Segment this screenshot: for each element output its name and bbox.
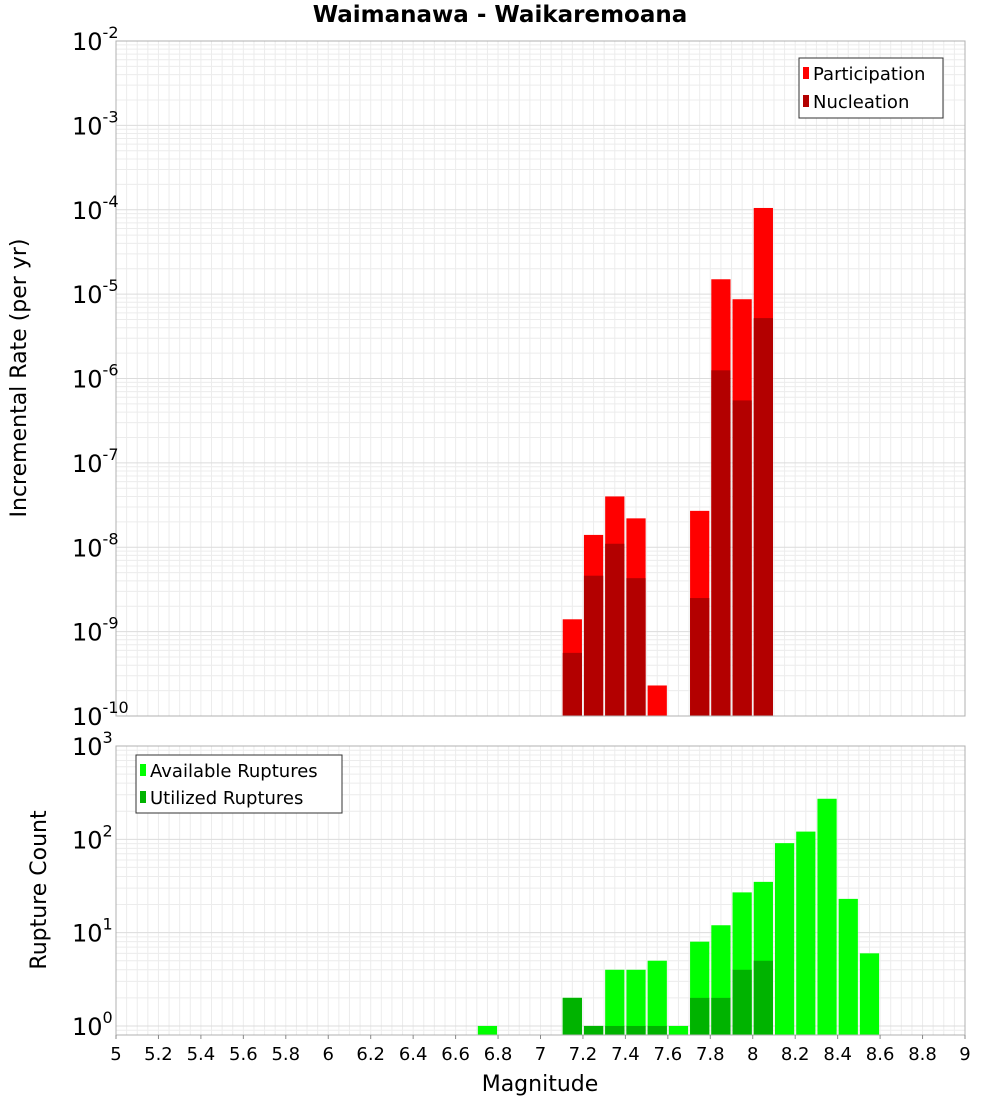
bar-available-ruptures — [774, 843, 795, 1035]
x-tick-label: 7.6 — [654, 1044, 683, 1065]
bar-available-ruptures — [626, 969, 646, 1035]
x-tick-label: 5.6 — [229, 1044, 258, 1065]
legend-label-participation: Participation — [813, 64, 925, 85]
bar-utilized-ruptures — [690, 997, 710, 1035]
legend-swatch-available-ruptures — [140, 764, 146, 776]
rupture-count-bars — [477, 798, 880, 1035]
bar-available-ruptures — [817, 798, 837, 1035]
x-tick-label: 5.4 — [187, 1044, 216, 1065]
rupture-count-y-tick-labels: 100 101 102 103 — [72, 728, 113, 1041]
bar-utilized-ruptures — [583, 1025, 604, 1035]
chart-title: Waimanawa - Waikaremoana — [313, 2, 688, 28]
bar-utilized-ruptures — [626, 1025, 646, 1035]
rupture-count-y-tick-label: 103 — [72, 728, 113, 761]
bar-available-ruptures — [838, 898, 858, 1035]
rupture-count-legend-box — [135, 754, 343, 814]
bar-available-ruptures — [477, 1025, 498, 1035]
incremental-rate-y-tick-label: 10-7 — [72, 445, 119, 478]
incremental-rate-y-tick-label: 10-6 — [72, 361, 119, 394]
x-tick-label: 5.8 — [271, 1044, 300, 1065]
rupture-count-y-tick-label: 102 — [72, 821, 113, 854]
bar-participation — [647, 685, 667, 716]
incremental-rate-y-tick-label: 10-2 — [72, 23, 119, 56]
incremental-rate-legend: Participation Nucleation — [798, 57, 944, 119]
legend-label-nucleation: Nucleation — [813, 92, 909, 113]
bar-nucleation — [605, 543, 625, 716]
bar-available-ruptures — [605, 969, 625, 1035]
x-tick-label: 6.2 — [356, 1044, 385, 1065]
bar-available-ruptures — [668, 1025, 689, 1035]
x-tick-label: 8.8 — [908, 1044, 937, 1065]
legend-label-available-ruptures: Available Ruptures — [150, 761, 318, 782]
x-tick-label: 5 — [110, 1044, 121, 1065]
incremental-rate-y-tick-labels: 10-10 10-9 10-8 10-7 10-6 10-5 10-4 10-3 10-2 — [72, 23, 129, 731]
rupture-count-panel: 100 101 102 103 5 5.2 5.4 5.6 5.8 6 6.2 6.4 6.6 6.8 7… — [27, 728, 971, 1097]
rupture-count-legend: Available Ruptures Utilized Ruptures — [135, 754, 343, 814]
x-tick-label: 6.4 — [399, 1044, 428, 1065]
legend-swatch-utilized-ruptures — [140, 791, 146, 803]
x-tick-label: 8.2 — [781, 1044, 810, 1065]
rupture-count-y-axis-label: Rupture Count — [27, 810, 52, 970]
bar-nucleation — [583, 575, 604, 716]
bar-utilized-ruptures — [711, 997, 731, 1035]
bar-available-ruptures — [859, 953, 880, 1035]
bar-nucleation — [562, 652, 582, 716]
incremental-rate-y-tick-label: 10-5 — [72, 276, 119, 309]
incremental-rate-legend-box — [798, 57, 944, 119]
incremental-rate-gridlines — [115, 40, 966, 717]
x-tick-label: 9 — [959, 1044, 970, 1065]
x-tick-label: 6.6 — [441, 1044, 470, 1065]
magnitude-x-tick-labels: 5 5.2 5.4 5.6 5.8 6 6.2 6.4 6.6 6.8 7 7.2 7.4 7.6 7.8 8… — [110, 1035, 971, 1065]
bar-utilized-ruptures — [732, 969, 752, 1035]
legend-label-utilized-ruptures: Utilized Ruptures — [150, 788, 303, 809]
x-tick-label: 7.8 — [696, 1044, 725, 1065]
incremental-rate-y-axis-label: Incremental Rate (per yr) — [7, 239, 32, 518]
incremental-rate-y-tick-label: 10-9 — [72, 614, 119, 647]
x-tick-label: 7.2 — [569, 1044, 598, 1065]
bar-utilized-ruptures — [753, 960, 773, 1035]
x-tick-label: 8 — [747, 1044, 758, 1065]
bar-utilized-ruptures — [647, 1025, 667, 1035]
incremental-rate-y-tick-label: 10-8 — [72, 529, 119, 562]
x-tick-label: 5.2 — [144, 1044, 173, 1065]
x-tick-label: 7 — [535, 1044, 546, 1065]
incremental-rate-y-tick-label: 10-4 — [72, 192, 119, 225]
bar-nucleation — [690, 598, 710, 716]
bar-nucleation — [711, 370, 731, 716]
x-tick-label: 6 — [323, 1044, 334, 1065]
rupture-count-y-tick-label: 101 — [72, 915, 113, 948]
x-tick-label: 6.8 — [484, 1044, 513, 1065]
x-tick-label: 8.6 — [866, 1044, 895, 1065]
incremental-rate-bars — [562, 207, 773, 716]
x-tick-label: 7.4 — [611, 1044, 640, 1065]
incremental-rate-y-tick-label: 10-10 — [72, 698, 129, 731]
bar-utilized-ruptures — [562, 997, 582, 1035]
incremental-rate-plot-border — [115, 40, 966, 717]
bar-utilized-ruptures — [605, 1025, 625, 1035]
bar-nucleation — [626, 578, 646, 716]
bar-nucleation — [753, 318, 773, 716]
bar-available-ruptures — [796, 831, 816, 1035]
x-tick-label: 8.4 — [823, 1044, 852, 1065]
legend-swatch-participation — [803, 67, 809, 79]
bar-available-ruptures — [647, 960, 667, 1035]
incremental-rate-panel: 10-10 10-9 10-8 10-7 10-6 10-5 10-4 10-3 10-2 In… — [7, 23, 966, 731]
bar-nucleation — [732, 400, 752, 716]
incremental-rate-y-tick-label: 10-3 — [72, 107, 119, 140]
magnitude-x-axis-label: Magnitude — [482, 1072, 599, 1097]
rupture-count-y-tick-label: 100 — [72, 1008, 113, 1041]
legend-swatch-nucleation — [803, 95, 809, 107]
